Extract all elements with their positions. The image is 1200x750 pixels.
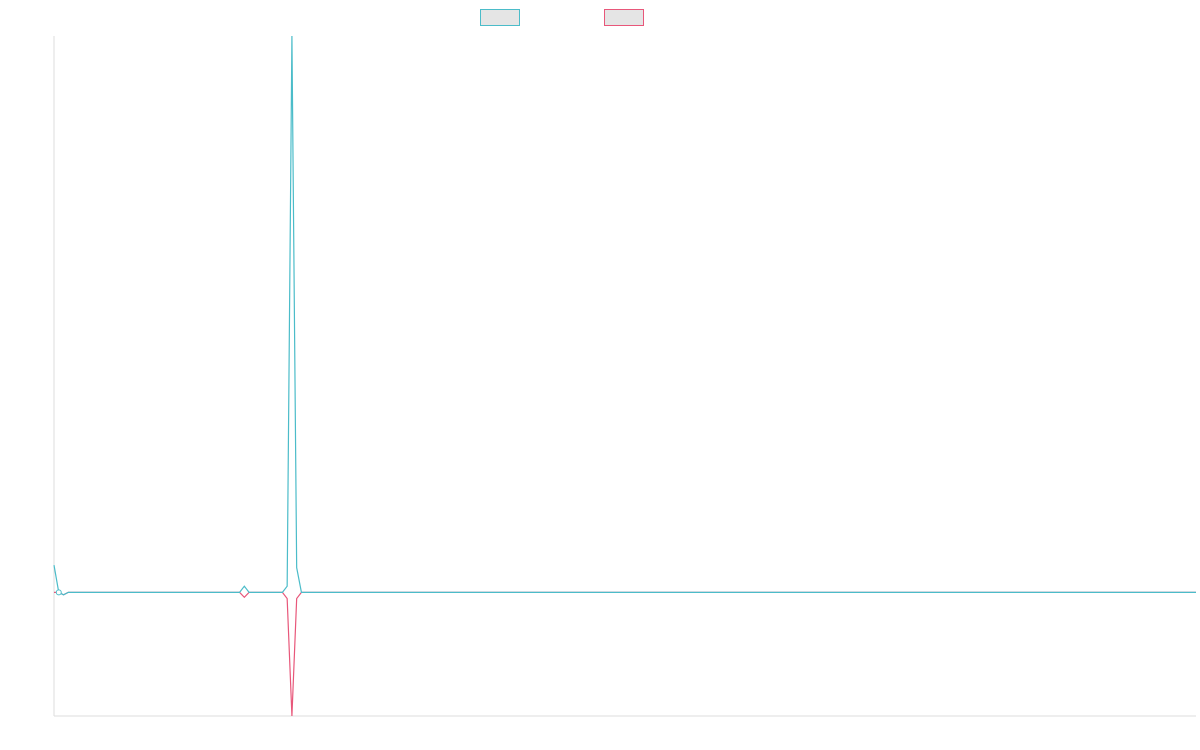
series-1-point[interactable] [55, 589, 62, 596]
legend-swatch-series-1[interactable] [480, 9, 520, 26]
legend-swatch-series-2[interactable] [604, 9, 644, 26]
series-2-line [54, 591, 1196, 717]
series-1-line [53, 35, 1196, 596]
